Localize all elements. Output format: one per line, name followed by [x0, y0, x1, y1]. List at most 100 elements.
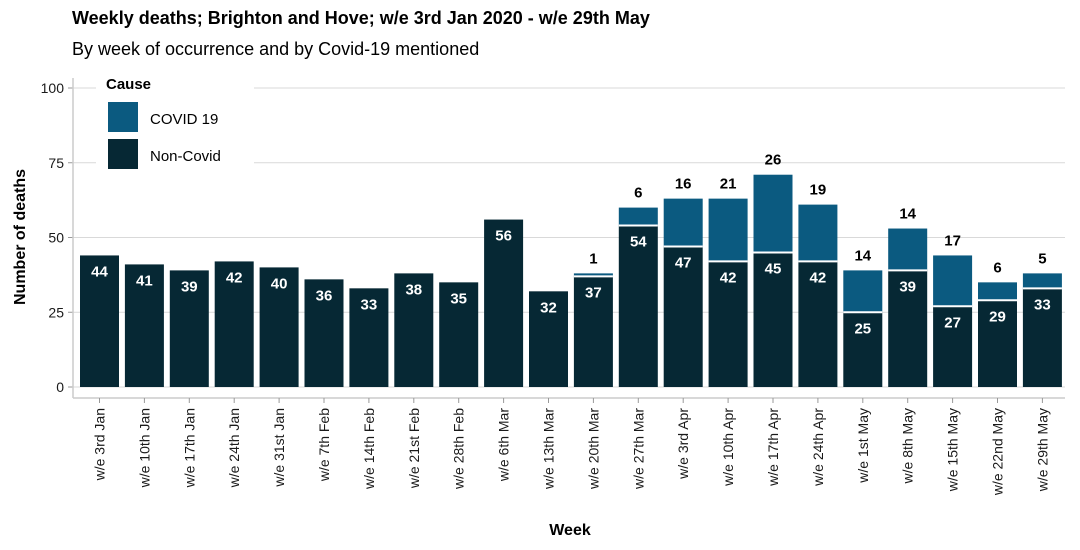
bar-covid — [1022, 273, 1062, 289]
bar-covid — [573, 273, 613, 277]
x-tick-label: w/e 21st Feb — [406, 408, 422, 489]
bar-non-covid — [1022, 288, 1062, 387]
data-label-non-covid: 47 — [675, 254, 692, 271]
bar-covid — [888, 228, 928, 271]
data-label-non-covid: 45 — [765, 260, 782, 277]
data-label-non-covid: 44 — [91, 263, 108, 280]
bar-covid — [798, 204, 838, 262]
y-tick-label: 0 — [56, 379, 64, 395]
bar-covid — [933, 255, 973, 307]
bar-non-covid — [753, 252, 793, 387]
data-label-covid: 6 — [634, 185, 642, 202]
data-label-non-covid: 27 — [944, 314, 961, 331]
x-tick-label: w/e 27th Mar — [630, 408, 646, 490]
bar-non-covid — [618, 225, 658, 387]
data-label-non-covid: 42 — [720, 269, 737, 286]
data-label-non-covid: 42 — [810, 269, 827, 286]
data-label-non-covid: 37 — [585, 284, 602, 301]
bar-non-covid — [529, 291, 568, 387]
bar-covid — [663, 198, 703, 247]
y-tick-label: 25 — [48, 304, 64, 320]
x-tick-label: w/e 29th May — [1034, 408, 1050, 492]
data-label-covid: 26 — [765, 152, 782, 169]
bar-non-covid — [798, 261, 838, 387]
data-label-covid: 14 — [899, 206, 916, 223]
legend-swatch-covid — [108, 102, 138, 132]
y-axis-title: Number of deaths — [12, 169, 29, 305]
bar-non-covid — [933, 306, 973, 387]
data-label-non-covid: 54 — [630, 234, 647, 251]
data-label-non-covid: 39 — [899, 278, 916, 295]
data-label-covid: 17 — [944, 232, 961, 249]
x-tick-label: w/e 17th Jan — [181, 408, 197, 488]
x-tick-label: w/e 7th Feb — [316, 408, 332, 482]
x-tick-label: w/e 1st May — [855, 408, 871, 484]
bar-non-covid — [214, 261, 254, 387]
x-tick-label: w/e 24th Apr — [810, 408, 826, 487]
data-label-non-covid: 36 — [316, 287, 333, 304]
data-label-non-covid: 33 — [1034, 296, 1051, 313]
bar-non-covid — [304, 279, 344, 387]
bar-covid — [978, 282, 1017, 301]
legend-swatch-non-covid — [108, 139, 138, 169]
x-tick-label: w/e 24th Jan — [226, 408, 242, 488]
bar-non-covid — [439, 282, 479, 387]
bar-covid — [708, 198, 748, 262]
data-label-non-covid: 40 — [271, 275, 288, 292]
bar-non-covid — [888, 270, 928, 387]
bar-non-covid — [663, 246, 703, 387]
data-label-non-covid: 25 — [854, 320, 871, 337]
data-label-covid: 6 — [993, 259, 1001, 276]
x-tick-label: w/e 20th Mar — [585, 408, 601, 490]
legend: Cause COVID 19 Non-Covid — [96, 70, 254, 178]
x-tick-label: w/e 31st Jan — [271, 408, 287, 488]
bar-covid — [753, 174, 793, 253]
bar-non-covid — [978, 300, 1017, 387]
axes: 0 25 50 75 100 w/e 3rd Jan w/e 10th Jan w/e 17t… — [41, 78, 1065, 496]
bar-covid — [618, 207, 658, 226]
bar-non-covid — [169, 270, 209, 387]
data-label-covid: 21 — [720, 176, 737, 193]
x-tick-label: w/e 15th May — [945, 408, 961, 492]
bar-non-covid — [708, 261, 748, 387]
bar-non-covid — [80, 255, 119, 387]
data-label-non-covid: 33 — [361, 296, 378, 313]
data-label-non-covid: 39 — [181, 278, 198, 295]
bar-non-covid — [124, 264, 164, 387]
x-tick-label: w/e 14th Feb — [361, 408, 377, 490]
bar-non-covid — [349, 288, 389, 387]
data-label-non-covid: 38 — [405, 281, 422, 298]
y-tick-label: 75 — [48, 155, 64, 171]
y-tick-label: 100 — [41, 80, 65, 96]
data-label-non-covid: 56 — [495, 228, 512, 245]
x-tick-label: w/e 8th May — [900, 408, 916, 484]
y-tick-label: 50 — [48, 230, 64, 246]
bar-non-covid — [394, 273, 434, 387]
x-tick-label: w/e 6th Mar — [496, 408, 512, 482]
legend-title: Cause — [106, 76, 151, 93]
x-tick-label: w/e 17th Apr — [765, 408, 781, 487]
bar-covid — [843, 270, 883, 313]
bar-non-covid — [259, 267, 299, 387]
x-tick-label: w/e 28th Feb — [451, 408, 467, 490]
bar-non-covid — [843, 312, 883, 387]
data-label-covid: 14 — [854, 247, 871, 264]
x-tick-label: w/e 22nd May — [990, 408, 1006, 496]
data-label-non-covid: 32 — [540, 299, 557, 316]
legend-label-covid: COVID 19 — [150, 111, 218, 128]
x-tick-label: w/e 13th Mar — [541, 408, 557, 490]
data-label-non-covid: 35 — [450, 290, 467, 307]
x-tick-label: w/e 3rd Apr — [675, 408, 691, 480]
x-tick-label: w/e 10th Jan — [136, 408, 152, 488]
data-label-covid: 19 — [810, 182, 827, 199]
x-axis-title: Week — [549, 522, 591, 539]
x-tick-label: w/e 10th Apr — [720, 408, 736, 487]
bar-non-covid — [573, 276, 613, 387]
x-tick-label: w/e 3rd Jan — [92, 408, 108, 481]
chart-subtitle: By week of occurrence and by Covid-19 me… — [72, 39, 480, 59]
bars — [80, 174, 1062, 387]
data-label-non-covid: 42 — [226, 269, 243, 286]
legend-label-non-covid: Non-Covid — [150, 148, 221, 165]
data-label-non-covid: 41 — [136, 272, 153, 289]
